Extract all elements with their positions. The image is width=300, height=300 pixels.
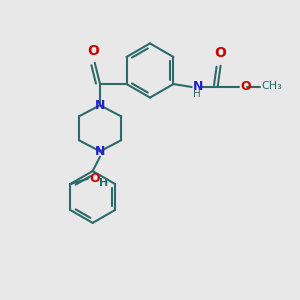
Text: H: H (99, 178, 108, 188)
Text: N: N (193, 80, 203, 93)
Text: O: O (89, 172, 100, 184)
Text: O: O (214, 46, 226, 61)
Text: H: H (193, 89, 201, 99)
Text: CH₃: CH₃ (262, 81, 282, 92)
Text: O: O (88, 44, 100, 58)
Text: N: N (95, 99, 105, 112)
Text: N: N (95, 145, 105, 158)
Text: O: O (240, 80, 250, 93)
